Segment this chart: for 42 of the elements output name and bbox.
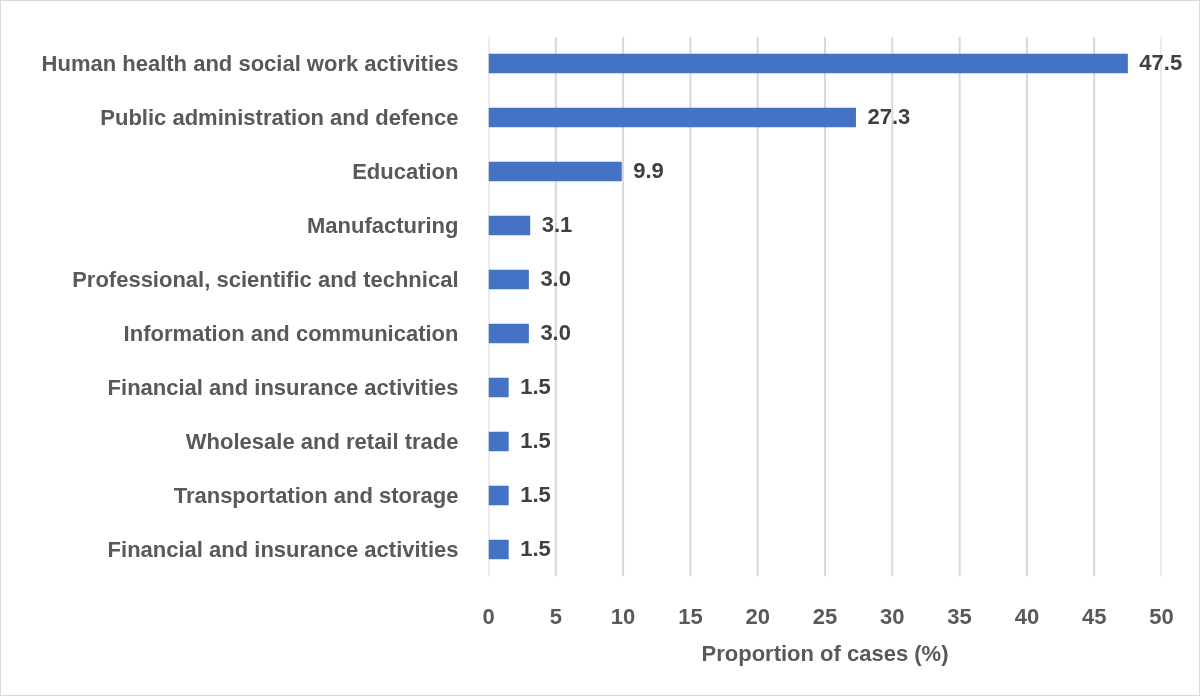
y-tick-label: Professional, scientific and technical <box>72 267 459 292</box>
data-label: 3.0 <box>540 320 571 346</box>
y-tick-label: Financial and insurance activities <box>107 537 459 562</box>
bar <box>488 53 1128 74</box>
y-tick-label: Transportation and storage <box>173 483 459 508</box>
bar <box>488 269 529 290</box>
x-tick-label: 25 <box>812 603 838 629</box>
x-tick-label: 50 <box>1149 603 1174 629</box>
bar <box>488 431 509 452</box>
bar <box>488 377 509 398</box>
bar <box>488 323 529 344</box>
y-tick-label: Information and communication <box>123 321 459 346</box>
x-tick-label: 45 <box>1081 603 1107 629</box>
x-tick-label: 30 <box>880 603 905 629</box>
data-label: 9.9 <box>633 158 664 184</box>
bar <box>488 485 509 506</box>
y-tick-label: Financial and insurance activities <box>107 375 459 400</box>
x-tick-label: 20 <box>745 603 770 629</box>
bar <box>488 215 531 236</box>
bar <box>488 539 509 560</box>
data-label: 1.5 <box>520 428 551 454</box>
data-label: 3.0 <box>540 266 571 292</box>
y-tick-label: Public administration and defence <box>100 105 459 130</box>
x-tick-label: 5 <box>549 603 562 629</box>
data-label: 1.5 <box>520 536 551 562</box>
x-tick-label: 10 <box>610 603 636 629</box>
x-tick-label: 0 <box>482 603 495 629</box>
bar <box>488 161 622 182</box>
x-tick-label: 15 <box>678 603 703 629</box>
data-label: 1.5 <box>520 374 551 400</box>
data-label: 1.5 <box>520 482 551 508</box>
data-label: 3.1 <box>541 212 573 238</box>
bar <box>488 107 856 128</box>
data-label: 47.5 <box>1139 50 1183 76</box>
x-tick-label: 40 <box>1014 603 1040 629</box>
data-label: 27.3 <box>867 104 911 130</box>
y-tick-label: Human health and social work activities <box>41 51 459 76</box>
y-tick-label: Manufacturing <box>306 213 459 238</box>
x-axis-title: Proportion of cases (%) <box>701 640 949 666</box>
x-tick-label: 35 <box>947 603 972 629</box>
y-tick-label: Wholesale and retail trade <box>185 429 459 454</box>
y-tick-label: Education <box>352 159 459 184</box>
